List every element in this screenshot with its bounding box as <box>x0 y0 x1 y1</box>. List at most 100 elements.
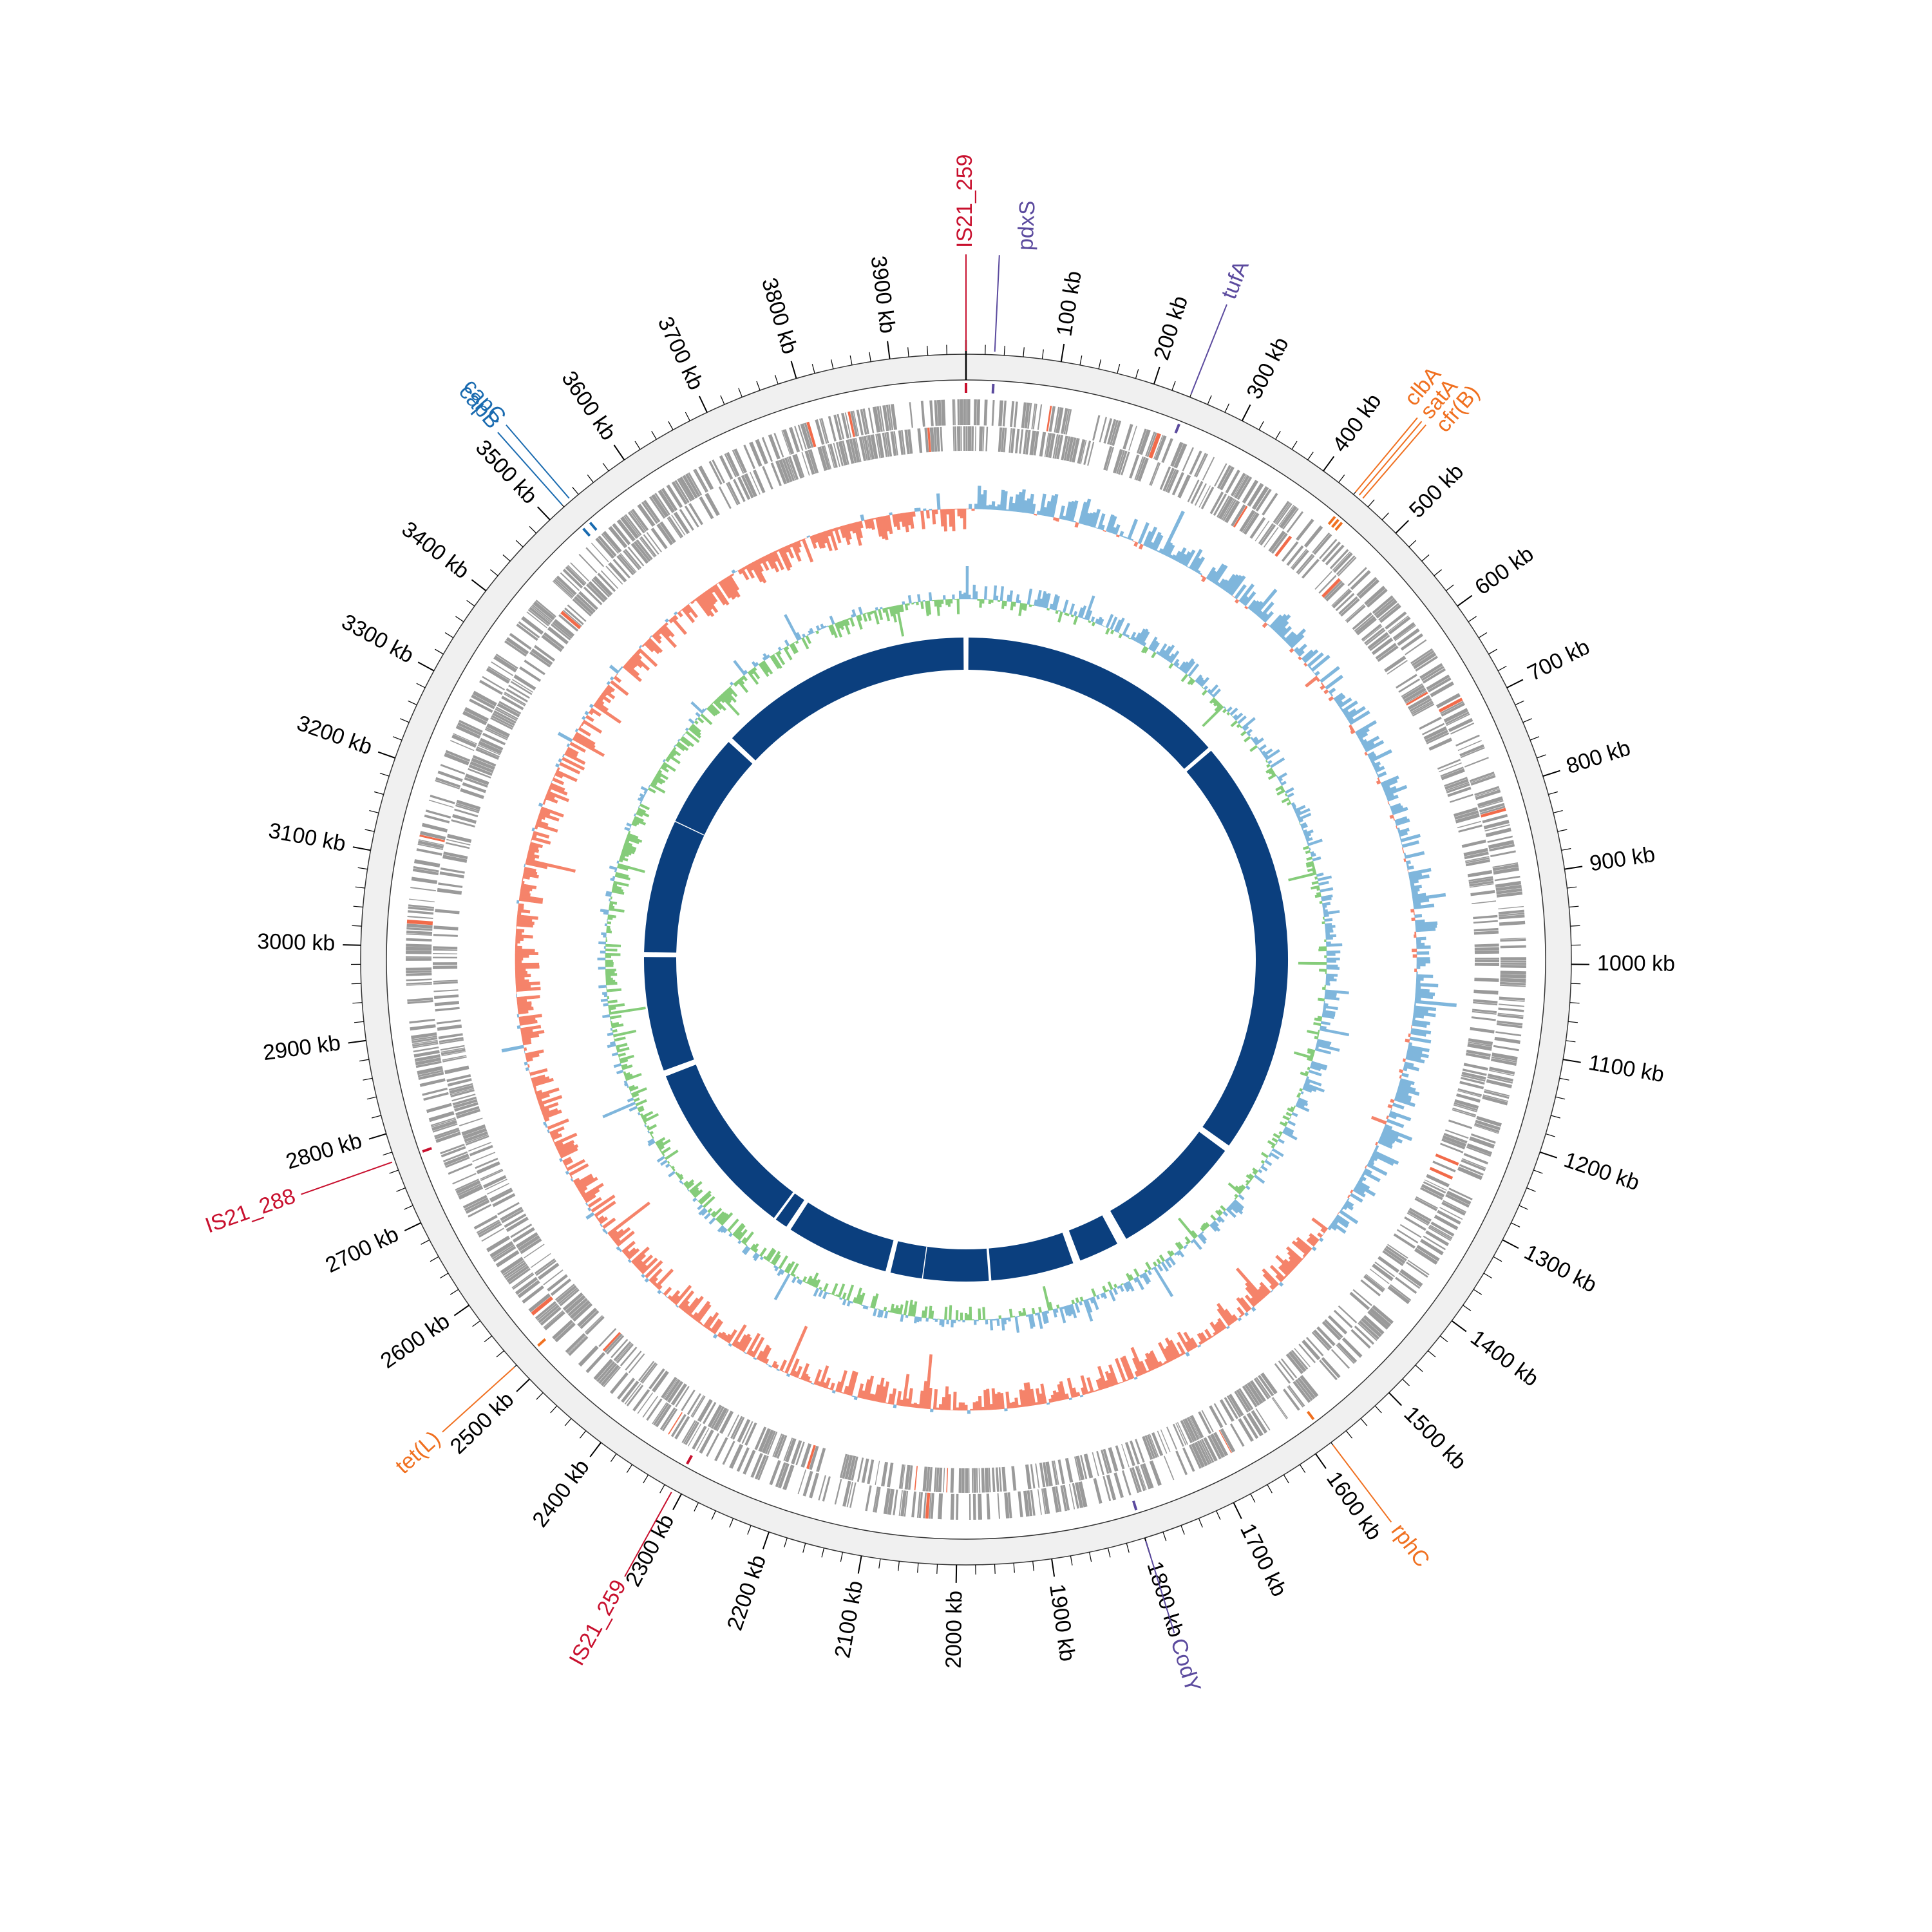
minor-tick <box>1428 1350 1436 1358</box>
gene-feature <box>1135 1466 1146 1492</box>
gene-feature <box>1106 446 1114 471</box>
gene-feature <box>842 1481 851 1507</box>
gene-feature <box>1467 1043 1492 1051</box>
gene-feature <box>620 553 637 573</box>
gene-feature <box>1425 730 1448 743</box>
gene-feature <box>418 1072 444 1080</box>
gene-feature <box>936 1467 940 1492</box>
gene-feature <box>1457 1166 1483 1180</box>
gene-feature <box>455 804 480 813</box>
gc-skew-track <box>597 566 1350 1333</box>
gene-feature <box>1500 981 1526 986</box>
gene-feature <box>849 439 857 464</box>
gene-feature <box>1494 875 1520 882</box>
minor-tick <box>352 925 362 927</box>
gene-feature <box>408 910 434 915</box>
gene-feature <box>1341 1337 1363 1358</box>
gene-feature <box>435 779 460 790</box>
gene-feature <box>1056 407 1064 433</box>
gene-feature <box>1338 556 1357 576</box>
gene-feature <box>1220 1428 1236 1453</box>
gene-feature <box>1271 533 1288 554</box>
gene-feature <box>1019 429 1024 454</box>
gene-feature <box>413 1050 440 1058</box>
gene-feature <box>491 1244 515 1260</box>
gene-feature <box>699 1429 714 1454</box>
minor-tick <box>1483 1273 1493 1279</box>
minor-tick <box>1258 421 1264 430</box>
gene-feature <box>442 1055 467 1061</box>
gene-feature <box>521 616 544 635</box>
gene-feature <box>465 773 489 786</box>
gene-feature <box>1440 701 1464 714</box>
gene-feature <box>489 1188 513 1200</box>
gene-feature <box>1387 1285 1410 1304</box>
major-tick <box>1564 866 1583 870</box>
gene-feature <box>929 427 935 452</box>
gene-feature <box>406 923 433 929</box>
gene-feature <box>1482 814 1508 824</box>
gene-feature <box>1372 595 1394 614</box>
gene-feature <box>1200 1439 1215 1463</box>
minor-tick <box>1003 345 1005 355</box>
gene-feature <box>464 1131 488 1142</box>
gene-feature <box>702 1401 717 1425</box>
gene-feature <box>405 958 431 961</box>
gene-feature <box>585 1352 605 1374</box>
gene-feature <box>984 1468 990 1493</box>
gene-feature <box>1458 824 1482 833</box>
gene-feature <box>624 549 642 569</box>
gene-feature <box>1222 499 1237 522</box>
gene-feature <box>1190 480 1204 504</box>
gene-feature <box>1316 1326 1336 1347</box>
gene-feature <box>578 1345 599 1367</box>
gene-feature <box>670 1383 687 1406</box>
gene-feature <box>835 442 844 466</box>
gene-feature <box>679 509 694 531</box>
gene-feature <box>1352 1289 1372 1307</box>
major-tick <box>1539 1151 1558 1159</box>
gene-feature <box>556 575 577 596</box>
gene-feature <box>433 949 458 951</box>
gene-feature <box>480 1170 504 1181</box>
gene-feature <box>727 481 741 505</box>
gene-feature <box>1416 1245 1440 1262</box>
gene-feature <box>1461 1159 1486 1171</box>
minor-tick <box>685 412 690 421</box>
gene-feature <box>501 1209 524 1224</box>
gene-feature <box>730 1416 743 1439</box>
gene-feature <box>1052 434 1059 459</box>
gene-feature <box>440 764 466 775</box>
gene-feature <box>1474 962 1499 966</box>
gene-feature <box>406 930 433 934</box>
gene-feature <box>1043 1488 1050 1514</box>
gene-feature <box>972 1493 976 1520</box>
gene-feature <box>679 477 696 501</box>
gene-feature <box>1075 1455 1084 1481</box>
gene-feature <box>468 768 491 779</box>
gene-feature <box>1463 848 1488 857</box>
minor-tick <box>1402 1378 1410 1387</box>
gene-feature <box>529 607 551 625</box>
gene-feature <box>595 537 615 559</box>
gene-feature <box>652 1370 669 1393</box>
gene-feature <box>1350 570 1371 591</box>
gene-feature <box>1350 1329 1371 1349</box>
gene-feature <box>588 581 608 601</box>
gene-feature <box>1137 457 1149 482</box>
gene-feature <box>518 1235 540 1251</box>
gene-feature <box>1173 443 1188 469</box>
gene-feature <box>1445 1129 1469 1139</box>
gene-feature <box>484 1179 507 1191</box>
gene-feature <box>1106 1474 1117 1501</box>
annotation-leader <box>1358 421 1423 496</box>
gene-feature <box>882 405 889 431</box>
major-tick <box>955 1564 958 1583</box>
tick-label: 400 kb <box>1328 389 1387 457</box>
minor-tick <box>400 718 410 723</box>
gene-feature <box>578 591 598 611</box>
synteny-block <box>989 1233 1074 1281</box>
major-tick <box>1315 1453 1327 1469</box>
gene-feature <box>508 1267 531 1285</box>
gene-feature <box>904 1490 909 1517</box>
